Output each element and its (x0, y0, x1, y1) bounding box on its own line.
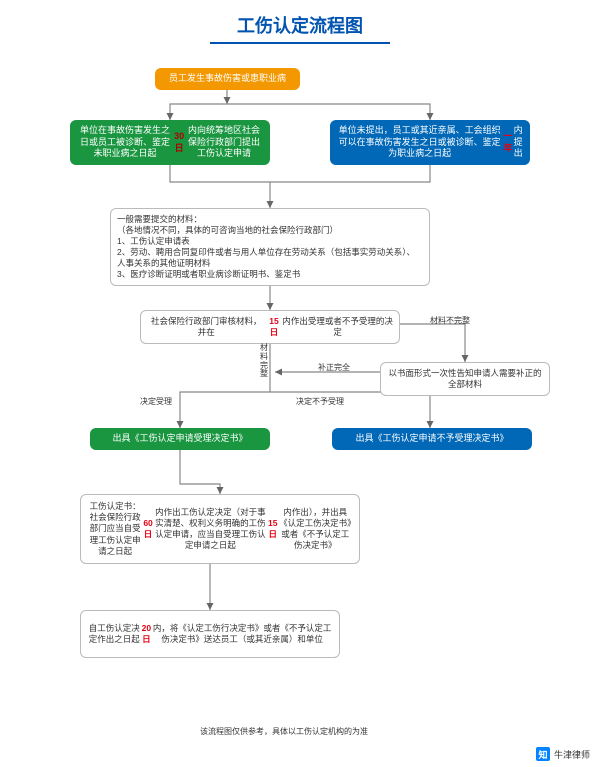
flowchart-canvas: 员工发生事故伤害或患职业病单位在事故伤害发生之日或员工被诊断、鉴定未职业病之日起… (0, 12, 600, 767)
node-n8: 自工伤认定决定作出之日起20日内，将《认定工伤行决定书》或者《不予认定工伤决定书… (80, 610, 340, 658)
author-name: 牛津律师 (554, 748, 590, 761)
node-n3: 一般需要提交的材料：（各地情况不同，具体的可咨询当地的社会保险行政部门）1、工伤… (110, 208, 430, 286)
label-l5: 决定不予受理 (296, 396, 344, 407)
node-n2a: 单位在事故伤害发生之日或员工被诊断、鉴定未职业病之日起30日内向统筹地区社会保险… (70, 120, 270, 165)
node-n5: 以书面形式一次性告知申请人需要补正的全部材料 (380, 362, 550, 396)
zhihu-icon: 知 (536, 747, 550, 761)
label-l4: 决定受理 (140, 396, 172, 407)
label-l1: 材料不完整 (430, 315, 470, 326)
node-n1: 员工发生事故伤害或患职业病 (155, 68, 300, 90)
node-n6a: 出具《工伤认定申请受理决定书》 (90, 428, 270, 450)
attribution: 知 牛津律师 (536, 747, 590, 761)
node-n6b: 出具《工伤认定申请不予受理决定书》 (332, 428, 532, 450)
node-n7: 工伤认定书：社会保险行政部门应当自受理工伤认定申请之日起60日内作出工伤认定决定… (80, 494, 360, 564)
footer-note: 该流程图仅供参考，具体以工伤认定机构的为准 (200, 726, 368, 737)
node-n2b: 单位未提出，员工或其近亲属、工会组织可以在事故伤害发生之日或被诊断、鉴定为职业病… (330, 120, 530, 165)
label-l3v: 材 料 完 整 (260, 344, 270, 379)
node-n4: 社会保险行政部门审核材料，并在15日内作出受理或者不予受理的决定 (140, 310, 400, 344)
label-l2: 补正完全 (318, 362, 350, 373)
